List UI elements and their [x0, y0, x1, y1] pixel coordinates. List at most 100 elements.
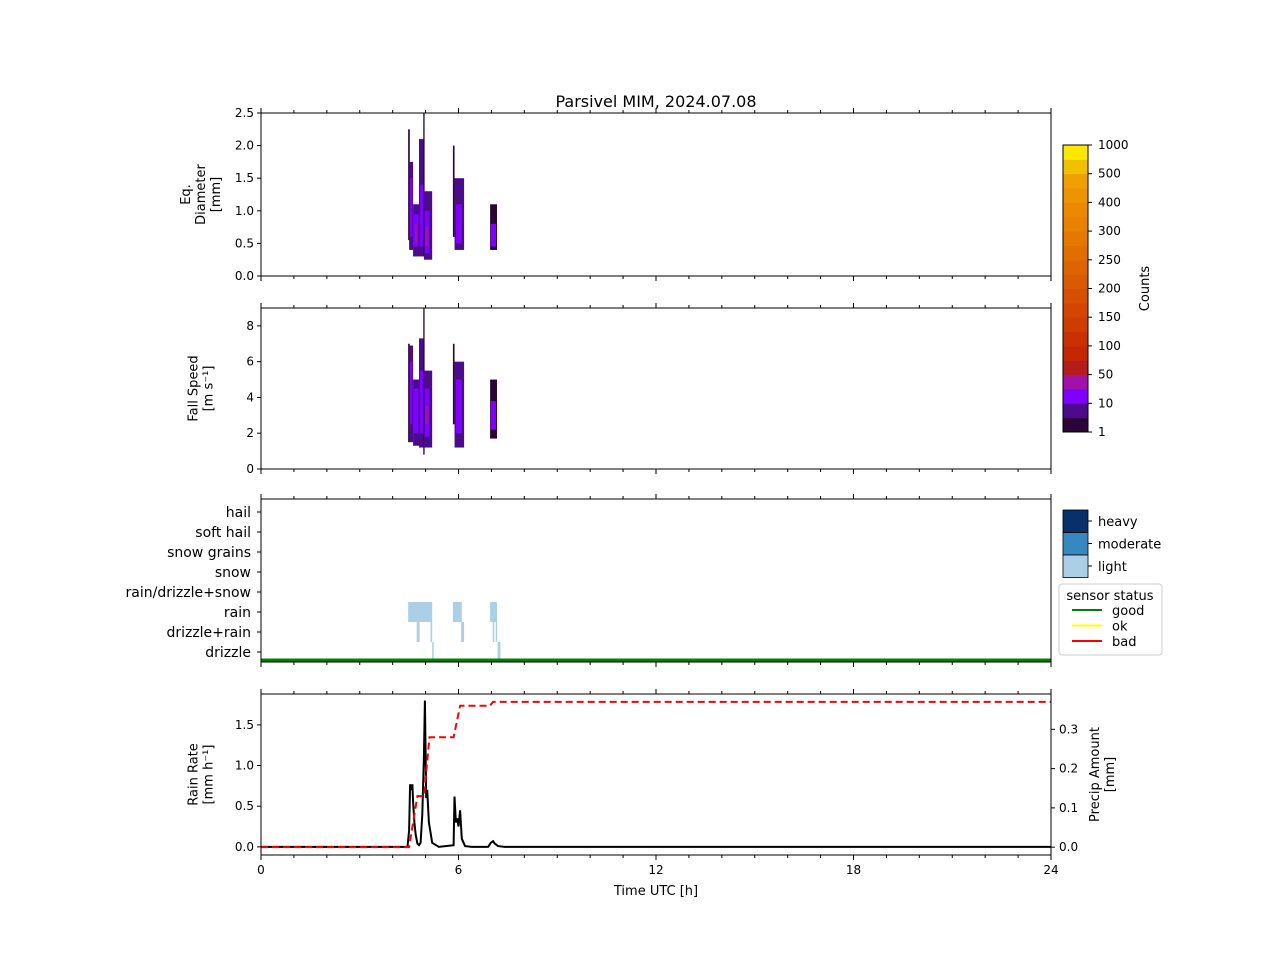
x-tick-label: 6 — [455, 863, 463, 877]
heatmap-cell — [490, 223, 497, 247]
y-tick-label: 2 — [246, 426, 254, 440]
colorbar-segment — [1063, 360, 1088, 376]
status-legend-label: bad — [1112, 635, 1136, 650]
colorbar-segment — [1063, 159, 1088, 175]
colorbar-tick-label: 250 — [1098, 253, 1121, 267]
y2-tick-label: 0.1 — [1059, 801, 1078, 815]
y-tick-label: 1.5 — [235, 171, 254, 185]
axes-frame — [260, 307, 1052, 470]
heatmap-cell — [455, 204, 462, 244]
colorbar-segment — [1063, 388, 1088, 404]
category-label: soft hail — [195, 525, 251, 541]
category-label: rain/drizzle+snow — [126, 585, 251, 601]
colorbar-tick-label: 300 — [1098, 224, 1121, 238]
precip-type-bar — [430, 622, 433, 642]
y-tick-label: 2.0 — [235, 139, 254, 153]
colorbar-tick-label: 500 — [1098, 167, 1121, 181]
y-tick-label: 0.0 — [235, 840, 254, 854]
panel-precip-type: drizzle drizzle+rain rain rain/drizzle+snow… — [126, 494, 1052, 667]
x-tick-label: 12 — [648, 863, 663, 877]
colorbar-label: Counts — [1138, 266, 1153, 312]
colorbar-segment — [1063, 374, 1088, 390]
x-axis-label: Time UTC [h] — [613, 884, 698, 899]
colorbar-segment — [1063, 288, 1088, 304]
colorbar-segment — [1063, 231, 1088, 246]
colorbar-segment — [1063, 417, 1088, 433]
status-legend-title: sensor status — [1066, 589, 1153, 604]
panel-diameter: 0.0 0.5 1.0 1.5 2.0 2.5 Eq. Diameter [mm] — [179, 106, 1052, 283]
x-tick-label: 18 — [846, 863, 861, 877]
colorbar-segment — [1063, 216, 1088, 232]
colorbar-tick-label: 1 — [1098, 425, 1106, 439]
category-label: drizzle — [205, 645, 251, 661]
colorbar-segment — [1063, 331, 1088, 347]
y2-axis-label: Precip Amount — [1088, 727, 1103, 822]
y2-axis-label: [mm] — [1103, 757, 1118, 792]
y-axis-label: Eq. — [179, 184, 194, 205]
y-axis-label: Rain Rate — [187, 743, 202, 806]
heatmap-cell — [410, 361, 413, 425]
colorbar-tick-label: 10 — [1098, 396, 1113, 410]
category-label: snow — [215, 565, 251, 581]
heatmap-cell — [425, 406, 429, 425]
rain-rate-line — [261, 700, 1051, 848]
y-tick-label: 0 — [246, 462, 254, 476]
status-legend-box — [1058, 583, 1163, 656]
axes-frame — [260, 693, 1052, 856]
intensity-swatch — [1062, 554, 1089, 578]
y-tick-label: 0.0 — [235, 269, 254, 283]
colorbar-segment — [1063, 302, 1088, 318]
precip-type-bar — [490, 602, 498, 622]
colorbar-segment — [1063, 245, 1088, 261]
y-tick-label: 1.0 — [235, 204, 254, 218]
colorbar-segment — [1063, 145, 1088, 160]
intensity-label: heavy — [1098, 515, 1138, 530]
colorbar-segment — [1063, 274, 1088, 289]
category-label: rain — [224, 605, 251, 621]
precip-type-bar — [492, 622, 495, 642]
panel-rain-rate: 0.0 0.5 1.0 1.5 0.0 0.1 0.2 0.3 0 6 12 18 24 Rain Rat… — [187, 689, 1118, 877]
category-label: hail — [226, 505, 251, 521]
precip-type-bar — [452, 602, 462, 622]
y-tick-label: 1.5 — [235, 718, 254, 732]
precip-type-bar — [498, 642, 501, 662]
y-tick-label: 1.0 — [235, 759, 254, 773]
y2-tick-label: 0.2 — [1059, 762, 1078, 776]
axes-frame — [260, 498, 1052, 663]
precip-amount-line — [261, 700, 1051, 849]
colorbar-tick-label: 1000 — [1098, 138, 1129, 152]
status-legend-label: ok — [1112, 620, 1128, 635]
heatmap-cell — [425, 227, 429, 247]
y-axis-label: [m s⁻¹] — [202, 366, 217, 412]
precip-type-bar — [408, 602, 433, 622]
y-axis-label: [mm] — [209, 177, 224, 212]
heatmap-cell — [455, 379, 462, 434]
heatmap-cell — [413, 388, 419, 434]
intensity-label: moderate — [1098, 538, 1161, 553]
colorbar-segment — [1063, 403, 1088, 419]
heatmap-cell — [408, 129, 410, 241]
panel-fall-speed: 0 2 4 6 8 Fall Speed [m s⁻¹] — [187, 303, 1052, 476]
y-tick-label: 2.5 — [235, 106, 254, 120]
intensity-swatch — [1062, 532, 1089, 556]
colorbar: 1 10 50 100 150 200 250 300 400 500 1000 Counts — [1062, 138, 1153, 439]
chart-title: Parsivel MIM, 2024.07.08 — [555, 92, 756, 111]
intensity-swatch — [1062, 509, 1089, 533]
colorbar-tick-label: 100 — [1098, 339, 1121, 353]
y2-tick-label: 0.3 — [1059, 722, 1078, 736]
y-axis-label: Fall Speed — [187, 355, 202, 421]
heatmap-cell — [410, 178, 413, 237]
y-tick-label: 4 — [246, 390, 254, 404]
heatmap-cell — [452, 343, 455, 425]
y-tick-label: 6 — [246, 355, 254, 369]
heatmap-cell — [419, 370, 424, 434]
precip-type-bar — [495, 622, 498, 642]
precip-type-bar — [416, 622, 420, 642]
heatmap-cell — [419, 184, 424, 247]
heatmap-cell — [423, 113, 425, 257]
precip-type-bar — [461, 622, 465, 642]
category-label: snow grains — [167, 545, 251, 561]
colorbar-tick-label: 200 — [1098, 282, 1121, 296]
colorbar-segment — [1063, 188, 1088, 203]
